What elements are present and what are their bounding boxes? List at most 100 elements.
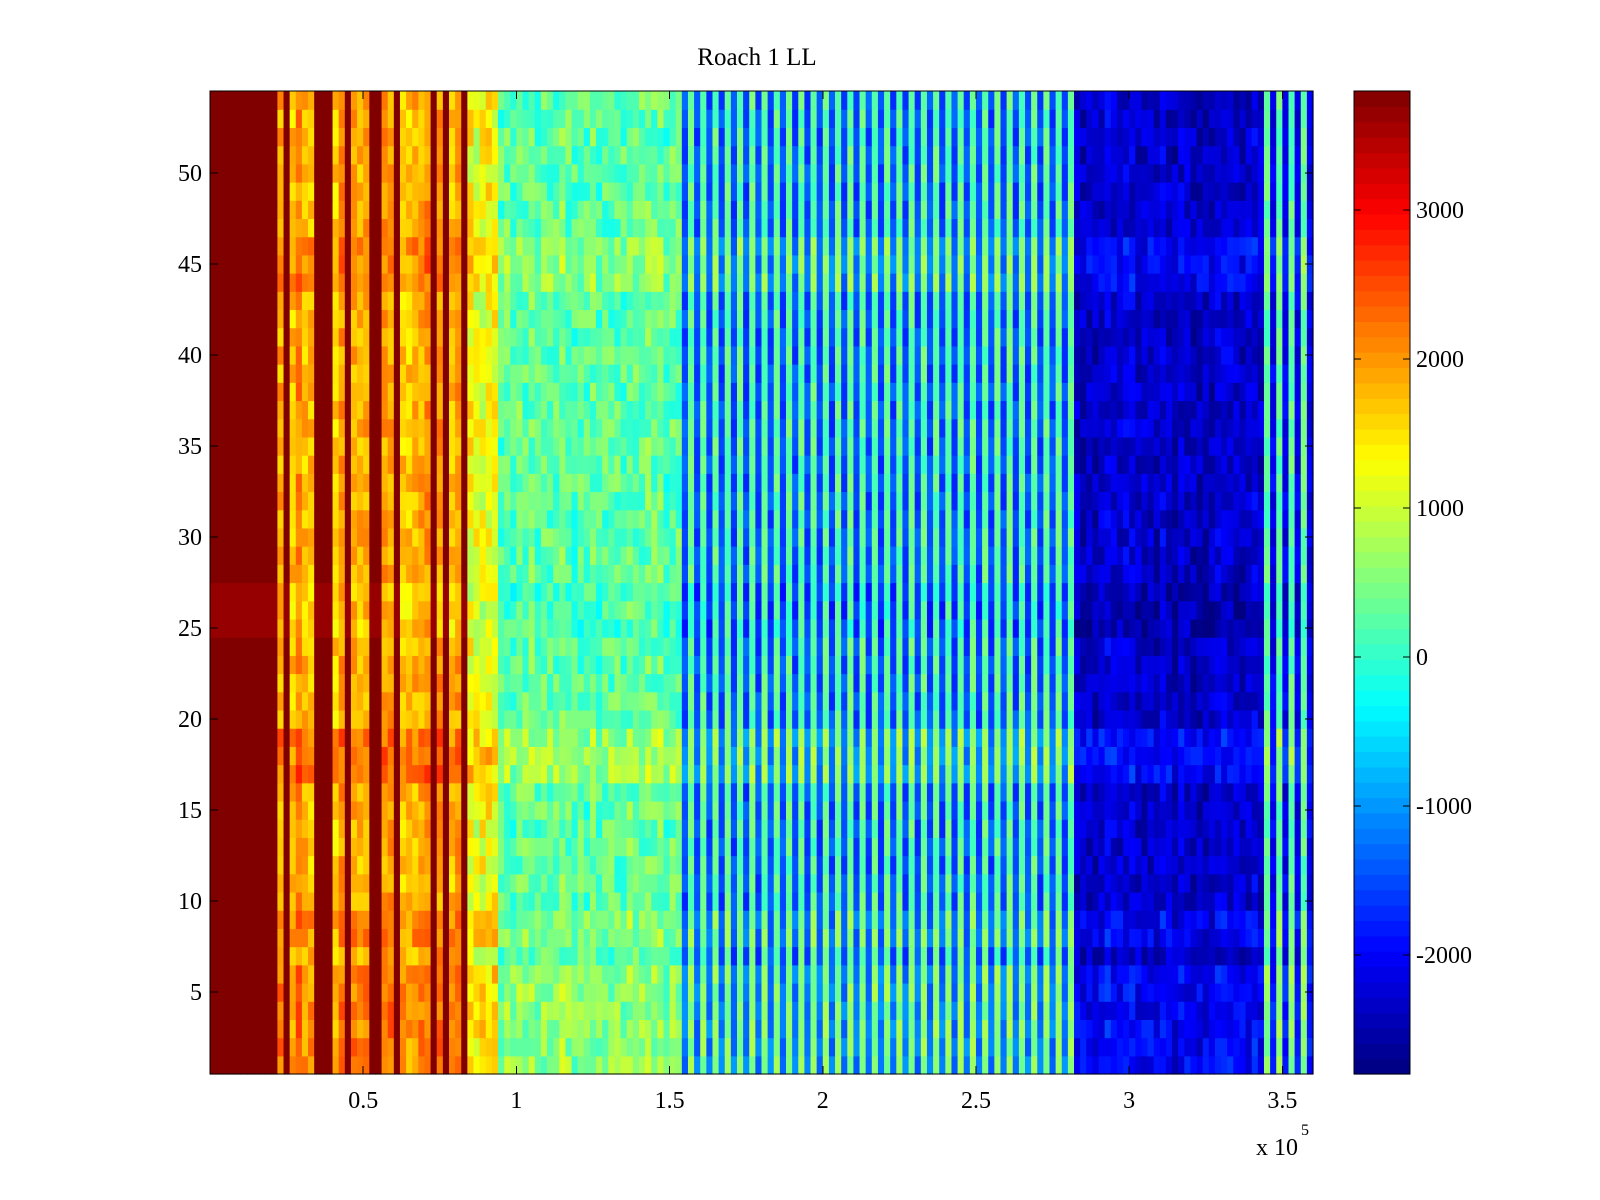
- heatmap-cell: [1294, 819, 1302, 838]
- heatmap-cell: [479, 819, 487, 838]
- heatmap-cell: [822, 946, 830, 966]
- heatmap-cell: [669, 709, 677, 729]
- heatmap-cell: [651, 946, 658, 966]
- heatmap-cell: [1080, 946, 1087, 966]
- heatmap-cell: [884, 855, 891, 875]
- heatmap-cell: [289, 764, 297, 784]
- heatmap-cell: [1055, 800, 1063, 820]
- heatmap-cell: [743, 982, 750, 1002]
- heatmap-cell: [406, 691, 413, 711]
- heatmap-cell: [412, 1055, 419, 1075]
- heatmap-cell: [828, 910, 836, 929]
- heatmap-cell: [473, 709, 481, 729]
- heatmap-cell: [277, 709, 285, 729]
- heatmap-cell: [553, 691, 560, 711]
- heatmap-cell: [1202, 709, 1210, 729]
- heatmap-cell: [663, 1001, 671, 1020]
- heatmap-cell: [1251, 1037, 1259, 1057]
- heatmap-cell: [332, 928, 340, 948]
- heatmap-cell: [1141, 655, 1149, 675]
- heatmap-cell: [301, 655, 309, 675]
- heatmap-cell: [491, 709, 499, 729]
- heatmap-cell: [1153, 1055, 1161, 1075]
- heatmap-cell: [1251, 746, 1259, 766]
- heatmap-cell: [504, 891, 511, 911]
- heatmap-cell: [491, 855, 499, 875]
- heatmap-cell: [1116, 982, 1124, 1002]
- heatmap-cell: [1049, 728, 1057, 747]
- heatmap-cell: [596, 1019, 603, 1039]
- heatmap-cell: [412, 673, 419, 693]
- heatmap-cell: [841, 982, 848, 1002]
- heatmap-cell: [510, 982, 517, 1002]
- heatmap-cell: [387, 691, 395, 711]
- heatmap-cell: [865, 600, 873, 620]
- heatmap-cell: [498, 1001, 505, 1020]
- heatmap-cell: [583, 946, 591, 966]
- heatmap-cell: [608, 964, 616, 984]
- heatmap-cell: [779, 891, 787, 911]
- heatmap-cell: [957, 982, 965, 1002]
- heatmap-cell: [798, 837, 805, 857]
- heatmap-cell: [792, 910, 799, 929]
- heatmap-cell: [252, 637, 260, 656]
- heatmap-cell: [1257, 728, 1265, 747]
- heatmap-cell: [1276, 891, 1283, 911]
- heatmap-cell: [528, 1037, 536, 1057]
- heatmap-cell: [1239, 637, 1247, 656]
- heatmap-cell: [583, 1037, 591, 1057]
- heatmap-cell: [810, 691, 818, 711]
- heatmap-cell: [216, 691, 223, 711]
- heatmap-cell: [957, 782, 965, 802]
- heatmap-cell: [1141, 673, 1149, 693]
- heatmap-cell: [847, 673, 855, 693]
- heatmap-cell: [669, 837, 677, 857]
- heatmap-cell: [1147, 982, 1155, 1002]
- heatmap-cell: [571, 800, 579, 820]
- heatmap-cell: [847, 637, 855, 656]
- heatmap-cell: [902, 819, 910, 838]
- heatmap-cell: [1018, 855, 1026, 875]
- heatmap-cell: [553, 673, 560, 693]
- heatmap-cell: [1129, 946, 1136, 966]
- heatmap-cell: [951, 564, 959, 584]
- heatmap-cell: [865, 910, 873, 929]
- heatmap-cell: [969, 946, 977, 966]
- heatmap-cell: [884, 691, 891, 711]
- heatmap-cell: [1208, 673, 1216, 693]
- heatmap-cell: [632, 1055, 640, 1075]
- heatmap-cell: [841, 764, 848, 784]
- heatmap-cell: [375, 928, 383, 948]
- heatmap-cell: [571, 709, 579, 729]
- heatmap-cell: [1104, 1019, 1112, 1039]
- heatmap-cell: [1251, 1001, 1259, 1020]
- heatmap-cell: [933, 582, 940, 602]
- heatmap-cell: [700, 691, 707, 711]
- heatmap-cell: [700, 946, 707, 966]
- heatmap-cell: [547, 1001, 554, 1020]
- heatmap-cell: [528, 673, 536, 693]
- heatmap-cell: [522, 1055, 530, 1075]
- heatmap-cell: [914, 637, 922, 656]
- heatmap-cell: [835, 1055, 842, 1075]
- heatmap-cell: [1092, 655, 1100, 675]
- heatmap-cell: [216, 582, 223, 602]
- heatmap-cell: [399, 1055, 407, 1075]
- heatmap-cell: [1006, 782, 1014, 802]
- heatmap-cell: [467, 728, 475, 747]
- heatmap-cell: [847, 1019, 855, 1039]
- heatmap-cell: [357, 655, 364, 675]
- heatmap-cell: [828, 582, 836, 602]
- heatmap-cell: [271, 891, 279, 911]
- heatmap-cell: [884, 891, 891, 911]
- heatmap-cell: [1172, 873, 1179, 893]
- heatmap-cell: [1012, 800, 1020, 820]
- heatmap-cell: [216, 1055, 223, 1075]
- heatmap-cell: [1214, 582, 1222, 602]
- heatmap-cell: [1098, 891, 1106, 911]
- heatmap-cell: [1098, 946, 1106, 966]
- heatmap-cell: [1245, 855, 1253, 875]
- heatmap-cell: [571, 746, 579, 766]
- heatmap-cell: [988, 637, 995, 656]
- heatmap-cell: [381, 1019, 389, 1039]
